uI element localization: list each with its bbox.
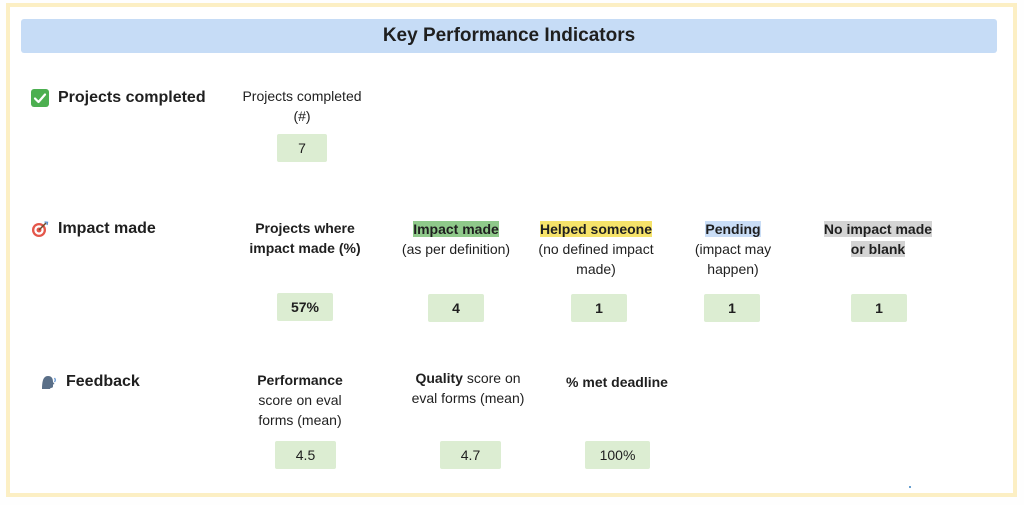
impact-pct-value: 57% [277,293,333,321]
helped-someone-column: Helped someone (no defined impact made) [531,219,661,279]
page-title-text: Key Performance Indicators [382,25,636,46]
quality-title: Quality [415,370,463,386]
performance-value: 4.5 [275,441,336,469]
impact-made-title: Impact made [413,221,499,237]
impact-pct-label: Projects where impact made (%) [249,220,361,256]
no-impact-column: No impact made or blank [823,219,933,259]
pending-value-text: 1 [728,300,736,316]
kpi-panel [6,3,1017,497]
target-icon [30,219,50,239]
helped-someone-value: 1 [571,294,627,322]
impact-made-value: 4 [428,294,484,322]
decorative-dot [909,486,911,488]
no-impact-value-text: 1 [875,300,883,316]
quality-subtitle: score on eval forms (mean) [411,370,525,406]
impact-made-value-text: 4 [452,300,460,316]
quality-value: 4.7 [440,441,501,469]
section-impact-label: Impact made [30,219,156,239]
performance-column: Performance score on eval forms (mean) [240,370,360,430]
performance-subtitle: score on eval forms (mean) [258,392,342,428]
helped-someone-title: Helped someone [539,221,653,237]
check-mark-icon [30,88,50,108]
helped-someone-value-text: 1 [595,300,603,316]
deadline-value: 100% [585,441,650,469]
quality-value-text: 4.7 [460,447,481,463]
impact-made-column: Impact made (as per definition) [396,219,516,259]
deadline-value-text: 100% [599,447,636,463]
no-impact-title: No impact made or blank [823,221,933,257]
pending-title: Pending [705,221,761,237]
performance-title: Performance [257,372,343,388]
pending-value: 1 [704,294,760,322]
speaking-head-icon [38,372,58,392]
helped-someone-subtitle: (no defined impact made) [538,241,654,277]
performance-value-text: 4.5 [295,447,316,463]
section-feedback-title: Feedback [66,373,140,390]
pending-subtitle: (impact may happen) [694,241,772,277]
projects-completed-value: 7 [277,134,327,162]
deadline-title: % met deadline [566,374,668,390]
impact-made-subtitle: (as per definition) [401,241,511,257]
projects-completed-value-text: 7 [298,140,306,156]
impact-pct-value-text: 57% [290,299,320,315]
no-impact-value: 1 [851,294,907,322]
page-title: Key Performance Indicators [21,19,997,53]
section-impact-title: Impact made [58,220,156,237]
pending-column: Pending (impact may happen) [683,219,783,279]
projects-completed-metric-label: Projects completed (#) [242,88,362,124]
quality-column: Quality score on eval forms (mean) [410,368,526,408]
section-feedback-label: Feedback [38,372,140,392]
section-projects-title: Projects completed [58,89,206,106]
section-projects-label: Projects completed [30,88,206,108]
